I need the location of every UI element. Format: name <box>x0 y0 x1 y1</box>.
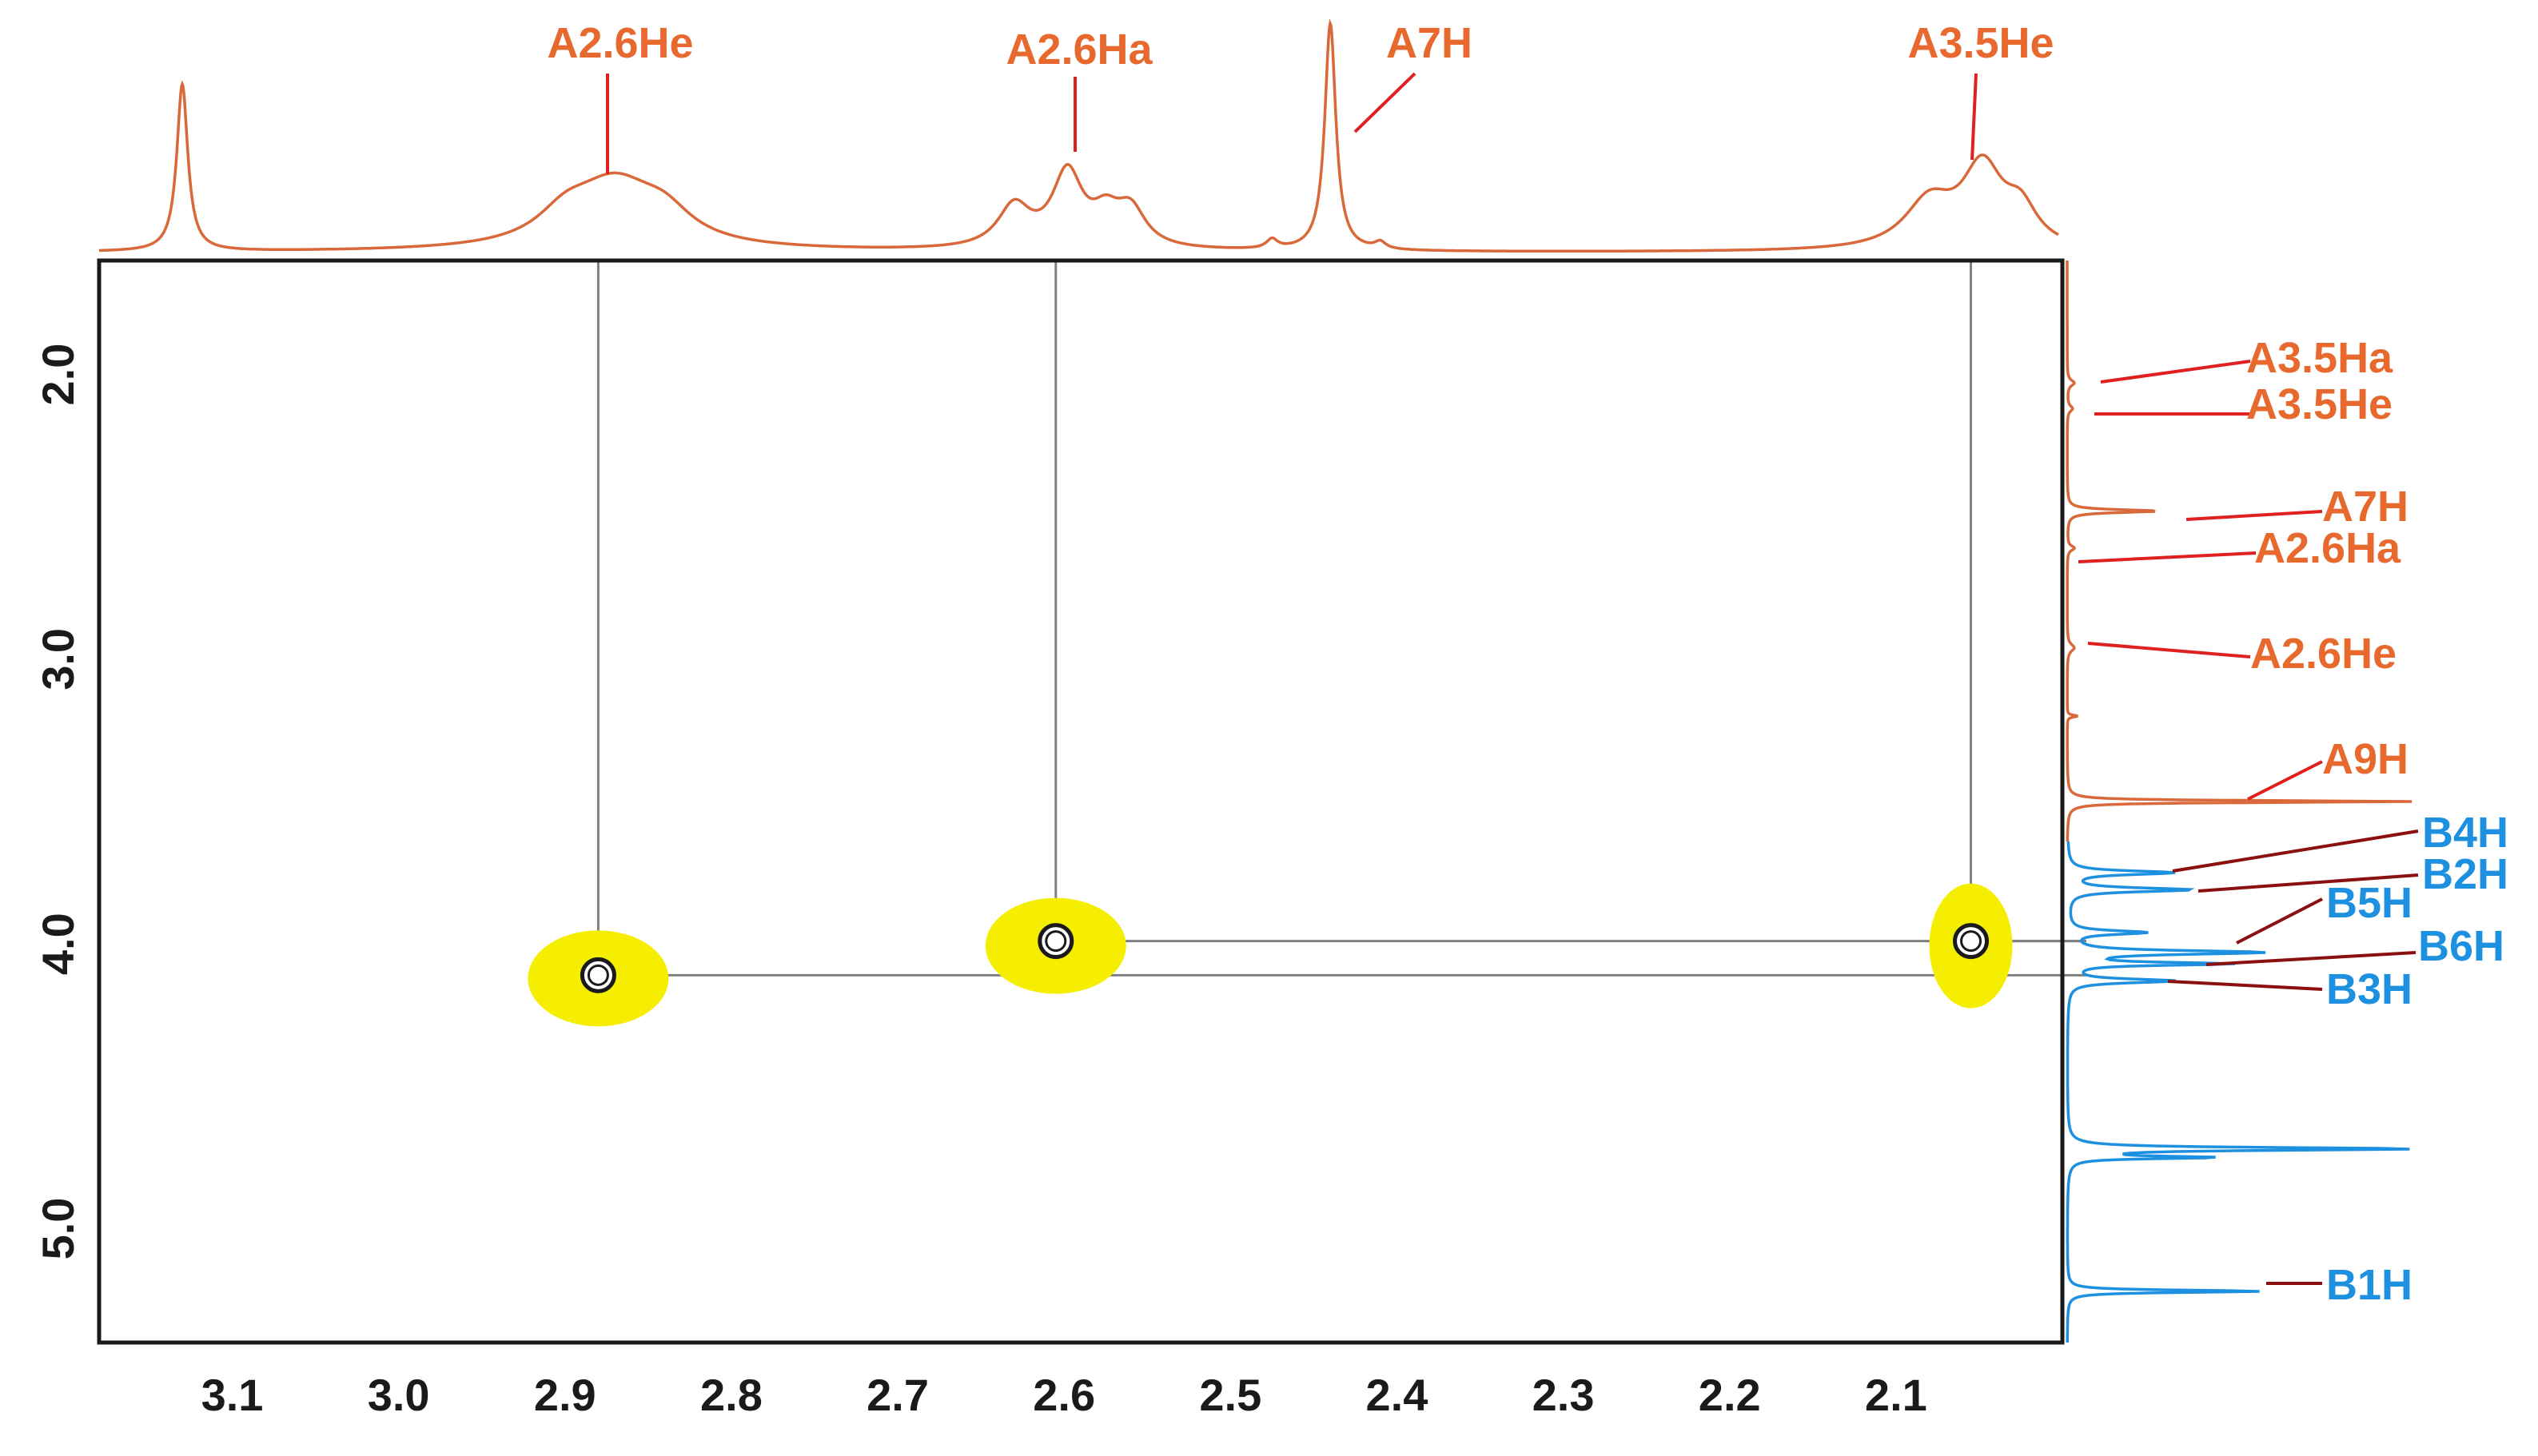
cross-peak-marker-inner <box>1045 930 1067 953</box>
x-tick-label: 2.6 <box>1033 1370 1095 1420</box>
top-label-leader-line <box>1353 72 1416 133</box>
right-label-leader-line <box>2247 760 2323 801</box>
right-peak-label: B6H <box>2418 922 2504 970</box>
cross-peaks-layer <box>580 923 1990 993</box>
cross-peak-marker-inner <box>587 964 609 986</box>
cross-peak-highlights-layer <box>528 883 2013 1027</box>
right-peak-label: A7H <box>2322 483 2409 531</box>
guide-lines-layer <box>596 261 2086 977</box>
right-peak-label: B4H <box>2422 809 2508 857</box>
right-label-leader-line <box>2205 951 2416 966</box>
x-tick-label: 2.4 <box>1366 1370 1428 1420</box>
x-tick-label: 2.2 <box>1699 1370 1761 1420</box>
cross-peak-marker-inner <box>1960 930 1982 953</box>
x-tick-label: 2.7 <box>867 1370 929 1420</box>
right-projection-labels: A3.5HaA3.5HeA7HA2.6HaA2.6HeA9HB4HB2HB5HB… <box>2078 334 2508 1309</box>
y-tick-label: 3.0 <box>33 628 83 690</box>
right-peak-label: B3H <box>2326 965 2412 1013</box>
right-peak-label: B5H <box>2326 879 2412 927</box>
y-axis-tick-labels: 2.0 3.0 4.0 5.0 <box>33 344 83 1260</box>
right-peak-label: B1H <box>2326 1261 2412 1309</box>
top-projection-spectrum <box>99 18 2059 253</box>
right-peak-label: A9H <box>2322 735 2409 783</box>
x-tick-label: 2.3 <box>1532 1370 1595 1420</box>
right-peak-label: A2.6Ha <box>2254 524 2401 572</box>
x-axis-tick-labels: 3.1 3.0 2.9 2.8 2.7 2.6 2.5 2.4 2.3 2.2 2.1 <box>201 1370 1927 1420</box>
right-label-leader-line <box>2078 551 2257 563</box>
top-peak-label: A2.6Ha <box>1006 26 1153 74</box>
top-label-leader-line <box>1970 73 1978 161</box>
right-label-leader-line <box>2197 873 2419 893</box>
x-tick-label: 2.1 <box>1865 1370 1927 1420</box>
top-peak-label: A2.6He <box>547 19 693 67</box>
x-tick-label: 3.1 <box>201 1370 264 1420</box>
right-peak-label: A3.5Ha <box>2246 334 2393 382</box>
y-tick-label: 2.0 <box>33 344 83 406</box>
top-peak-label: A7H <box>1386 19 1472 67</box>
right-label-leader-line <box>2236 897 2323 945</box>
x-tick-label: 2.9 <box>534 1370 596 1420</box>
right-label-leader-line <box>2100 360 2251 384</box>
y-tick-label: 4.0 <box>33 913 83 975</box>
y-tick-label: 5.0 <box>33 1198 83 1260</box>
right-label-leader-line <box>2087 642 2251 658</box>
right-label-leader-line <box>2185 510 2323 521</box>
x-tick-label: 3.0 <box>368 1370 430 1420</box>
top-projection-labels: A2.6He A2.6Ha A7H A3.5He <box>547 19 2054 174</box>
right-peak-label: A3.5He <box>2246 380 2393 428</box>
plot-area-frame <box>97 258 2065 1345</box>
right-peak-label: A2.6He <box>2250 630 2397 678</box>
right-label-leader-line <box>2172 829 2419 873</box>
top-peak-label: A3.5He <box>1907 19 2054 67</box>
x-tick-label: 2.5 <box>1199 1370 1261 1420</box>
right-label-leader-line <box>2167 980 2323 991</box>
right-peak-label: B2H <box>2422 850 2508 898</box>
right-projection-spectrum-b <box>2066 841 2410 1343</box>
x-tick-label: 2.8 <box>700 1370 763 1420</box>
right-projection-spectrum-a <box>2066 261 2412 841</box>
